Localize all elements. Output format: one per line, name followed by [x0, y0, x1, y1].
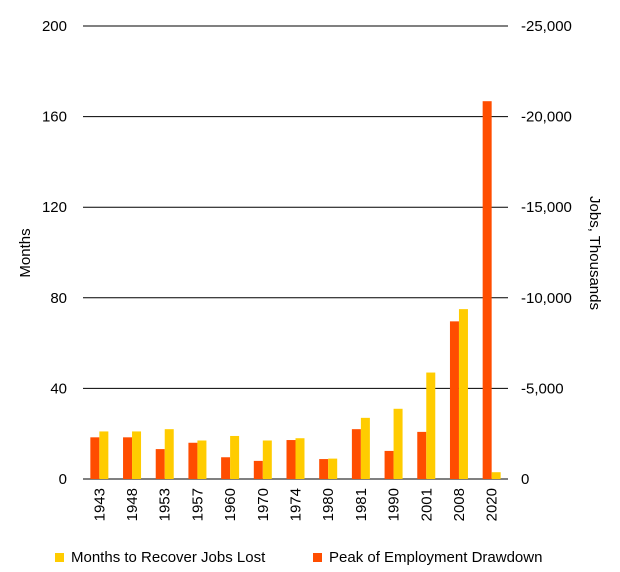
bar-months-1974 — [295, 438, 305, 479]
left-tick-label: 80 — [50, 290, 67, 307]
legend-swatch-drawdown — [313, 553, 322, 562]
left-axis-label: Months — [17, 228, 34, 277]
left-tick-label: 120 — [42, 199, 67, 216]
left-tick-label: 160 — [42, 109, 67, 126]
x-tick-label: 2001 — [418, 488, 435, 521]
bar-months-1970 — [262, 440, 272, 479]
bar-drawdown-1953 — [155, 449, 165, 479]
bar-months-1943 — [99, 431, 109, 479]
right-tick-label: -5,000 — [521, 380, 564, 397]
bar-drawdown-1974 — [286, 440, 296, 479]
dual-axis-bar-chart: 0 40 80 120 160 200 0 -5,000 -10,000 -15,000 -20,… — [17, 18, 603, 521]
bar-drawdown-1948 — [123, 437, 133, 479]
bar-months-1948 — [132, 431, 142, 479]
bars — [90, 101, 501, 479]
x-tick-label: 2020 — [484, 488, 501, 521]
bar-months-2020 — [491, 472, 501, 479]
bar-months-1981 — [360, 417, 370, 479]
bar-drawdown-1970 — [253, 460, 263, 479]
x-tick-label: 1981 — [353, 488, 370, 521]
bar-drawdown-1980 — [319, 459, 329, 479]
gridlines — [83, 25, 508, 480]
bar-drawdown-1960 — [221, 457, 231, 479]
bar-drawdown-2008 — [449, 321, 459, 479]
x-tick-label: 1943 — [91, 488, 108, 521]
bar-drawdown-1981 — [351, 429, 361, 479]
bar-drawdown-1990 — [384, 450, 394, 479]
legend-item-drawdown: Peak of Employment Drawdown — [313, 549, 542, 566]
x-tick-label: 1990 — [386, 488, 403, 521]
x-tick-label: 1957 — [189, 488, 206, 521]
x-tick-label: 1960 — [222, 488, 239, 521]
left-axis-ticks: 0 40 80 120 160 200 — [42, 18, 67, 488]
bar-months-1980 — [328, 458, 338, 479]
bar-months-2001 — [426, 372, 436, 479]
x-tick-label: 1970 — [255, 488, 272, 521]
bar-drawdown-1943 — [90, 437, 100, 479]
bar-drawdown-1957 — [188, 442, 198, 479]
bar-drawdown-2020 — [482, 101, 492, 479]
legend: Months to Recover Jobs Lost Peak of Empl… — [0, 545, 620, 569]
right-axis-ticks: 0 -5,000 -10,000 -15,000 -20,000 -25,000 — [521, 18, 572, 488]
legend-label-months: Months to Recover Jobs Lost — [71, 549, 266, 566]
right-tick-label: -10,000 — [521, 290, 572, 307]
left-tick-label: 200 — [42, 18, 67, 35]
legend-label-drawdown: Peak of Employment Drawdown — [329, 549, 543, 566]
right-tick-label: -20,000 — [521, 109, 572, 126]
legend-swatch-months — [55, 553, 64, 562]
right-axis-label: Jobs, Thousands — [586, 196, 603, 310]
bar-months-1953 — [164, 429, 174, 479]
x-axis-ticks: 1943 1948 1953 1957 1960 1970 1974 1980 1981 1990… — [91, 488, 500, 521]
right-tick-label: 0 — [521, 471, 529, 488]
left-tick-label: 40 — [50, 380, 67, 397]
x-tick-label: 1948 — [124, 488, 141, 521]
x-tick-label: 2008 — [451, 488, 468, 521]
x-tick-label: 1980 — [320, 488, 337, 521]
right-tick-label: -25,000 — [521, 18, 572, 35]
bar-drawdown-2001 — [417, 431, 427, 479]
bar-months-1990 — [393, 408, 403, 479]
legend-item-months: Months to Recover Jobs Lost — [55, 549, 265, 566]
x-tick-label: 1953 — [157, 488, 174, 521]
left-tick-label: 0 — [59, 471, 67, 488]
right-tick-label: -15,000 — [521, 199, 572, 216]
bar-months-1957 — [197, 440, 207, 479]
bar-months-1960 — [230, 435, 240, 479]
bar-months-2008 — [458, 309, 468, 479]
x-tick-label: 1974 — [288, 488, 305, 521]
